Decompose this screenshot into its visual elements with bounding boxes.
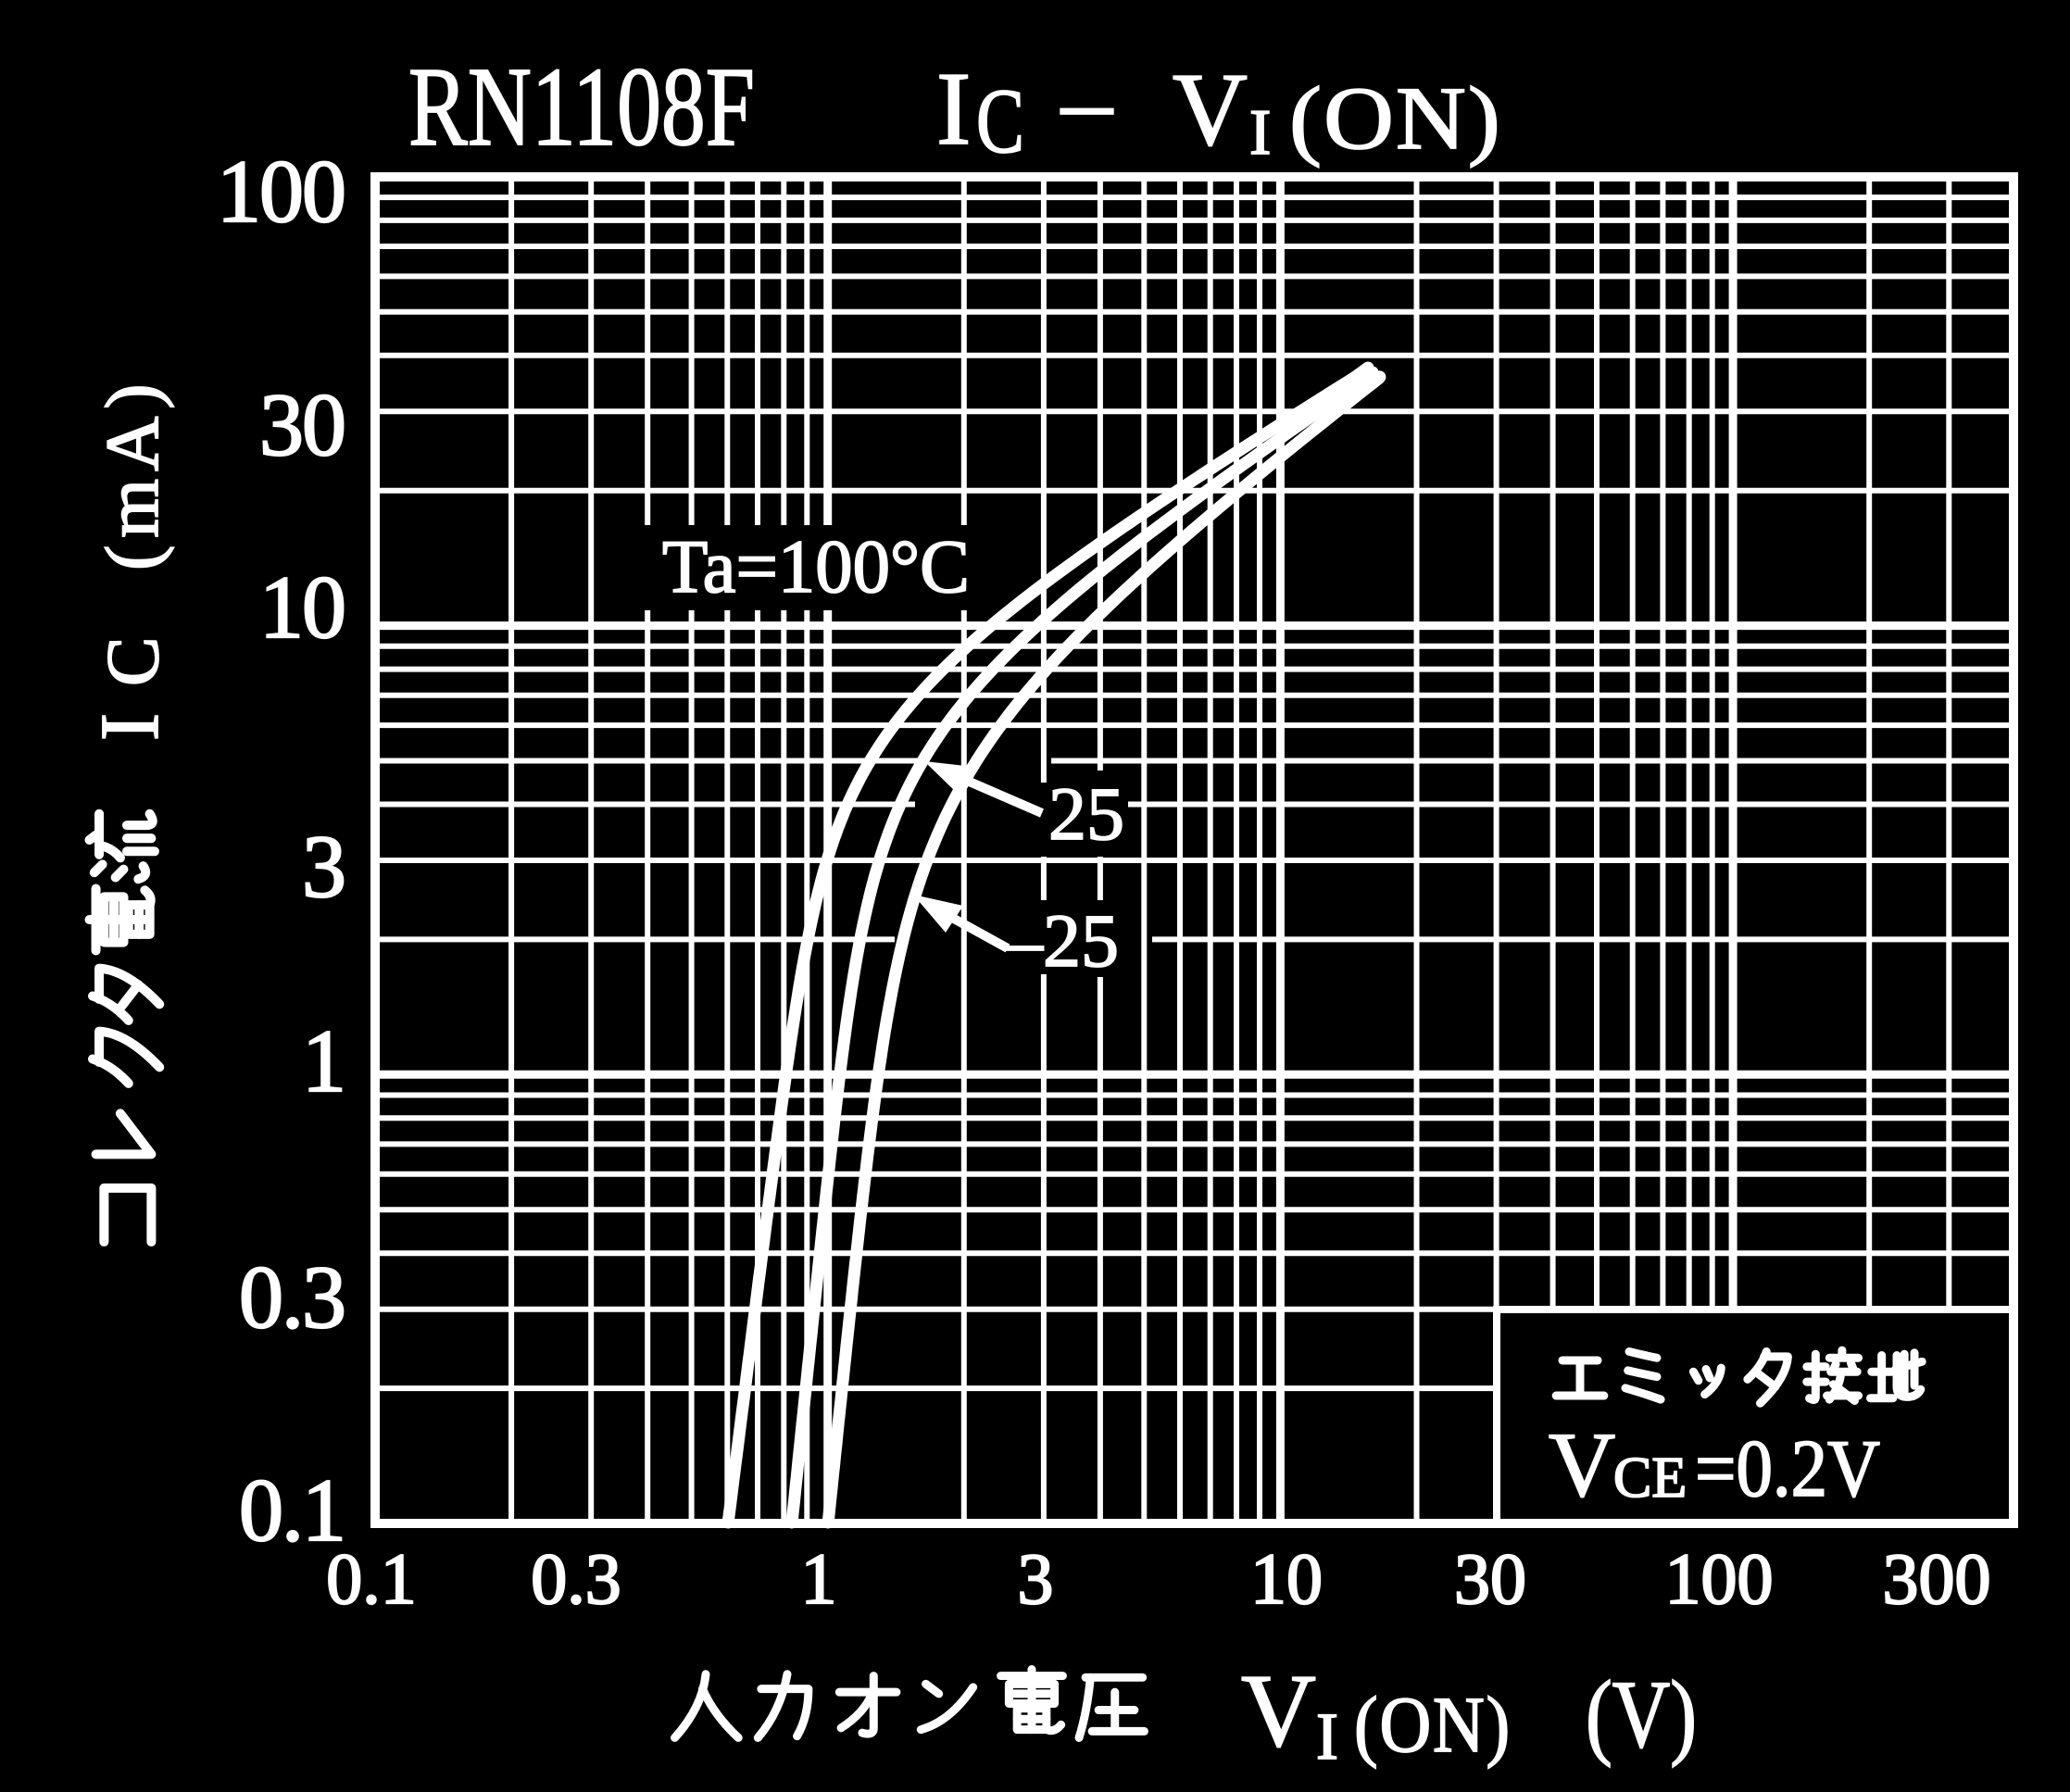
svg-text:1: 1 — [302, 1011, 345, 1110]
svg-text:0.3: 0.3 — [239, 1247, 345, 1347]
svg-text:(V): (V) — [1586, 1661, 1697, 1768]
svg-text:10: 10 — [1250, 1538, 1323, 1619]
svg-text:(ON): (ON) — [1289, 69, 1502, 168]
svg-text:3: 3 — [302, 817, 345, 916]
svg-text:V: V — [1173, 53, 1248, 168]
svg-text:CE: CE — [1613, 1447, 1687, 1510]
svg-text:RN1108F: RN1108F — [408, 44, 755, 169]
svg-text:30: 30 — [1454, 1538, 1526, 1619]
svg-text:=0.2V: =0.2V — [1695, 1424, 1880, 1514]
svg-text:V: V — [1549, 1413, 1615, 1516]
svg-text:–25: –25 — [1004, 898, 1119, 983]
svg-text:(mA): (mA) — [90, 376, 174, 570]
svg-text:1: 1 — [801, 1538, 837, 1619]
svg-text:0.1: 0.1 — [239, 1460, 345, 1560]
svg-text:I: I — [1316, 1699, 1338, 1773]
svg-text:I: I — [84, 713, 176, 741]
svg-text:10: 10 — [259, 558, 345, 657]
svg-text:V: V — [1241, 1654, 1316, 1769]
svg-text:I: I — [936, 52, 971, 167]
svg-text:I: I — [1249, 97, 1271, 169]
svg-text:3: 3 — [1018, 1538, 1054, 1619]
svg-text:300: 300 — [1883, 1538, 1991, 1619]
svg-text:0.3: 0.3 — [531, 1538, 621, 1619]
svg-text:0.1: 0.1 — [326, 1538, 417, 1619]
svg-text:100: 100 — [217, 142, 345, 241]
svg-text:30: 30 — [259, 375, 345, 474]
svg-text:–: – — [1060, 44, 1113, 157]
svg-text:C: C — [976, 69, 1024, 172]
svg-text:100: 100 — [1665, 1538, 1774, 1619]
svg-text:(ON): (ON) — [1354, 1680, 1512, 1769]
svg-text:Ta=100°C: Ta=100°C — [662, 524, 970, 608]
svg-text:25: 25 — [1048, 771, 1124, 856]
svg-text:C: C — [93, 637, 174, 686]
